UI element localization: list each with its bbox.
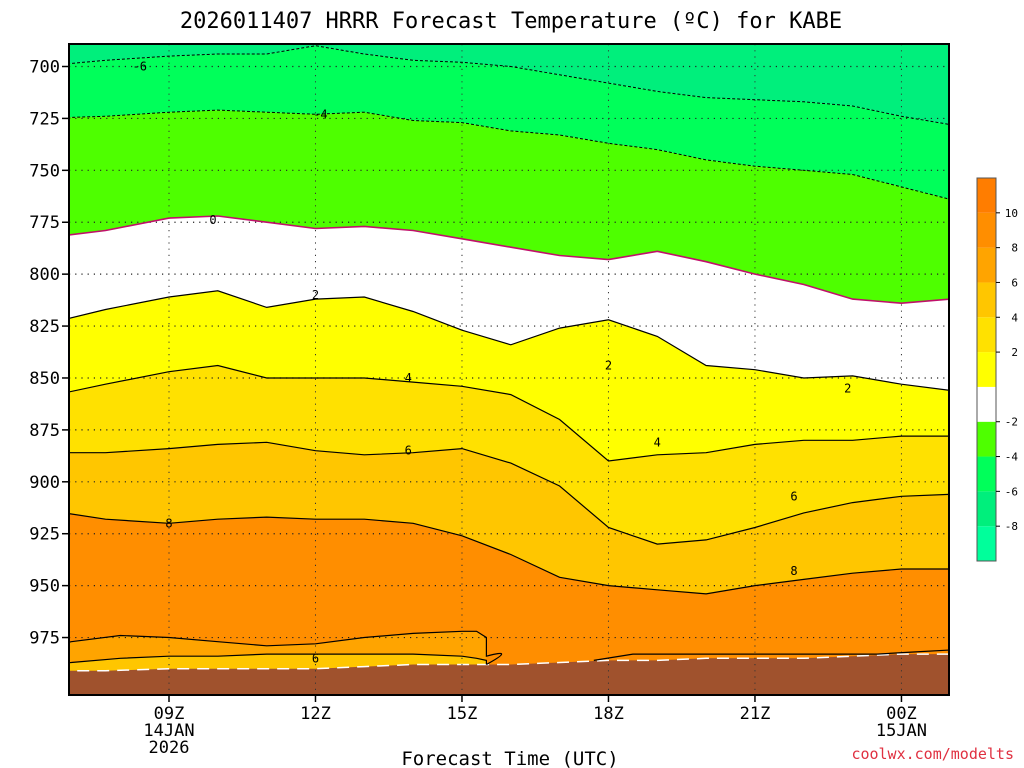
x-axis-title: Forecast Time (UTC) xyxy=(401,748,618,768)
contour-line xyxy=(69,653,487,665)
colorbar-swatch xyxy=(977,178,996,213)
contour-label: 4 xyxy=(405,371,412,385)
colorbar-swatch xyxy=(977,386,996,422)
plot-area: -6 -4 0 2 4 6 8 6 2 2 4 6 8 xyxy=(69,44,949,695)
contour-line xyxy=(69,290,949,391)
x-tick-label: 2026 xyxy=(149,738,190,758)
colorbar-swatch xyxy=(977,526,996,561)
y-tick-label: 875 xyxy=(29,421,60,441)
colorbar-swatch xyxy=(977,491,996,527)
contour-line xyxy=(69,364,949,462)
contour-label: 8 xyxy=(165,516,172,530)
y-tick-label: 975 xyxy=(29,629,60,649)
y-tick-label: 700 xyxy=(29,58,60,78)
colorbar-swatch xyxy=(977,317,996,353)
ground-layer xyxy=(69,653,949,695)
colorbar-swatch xyxy=(977,212,996,248)
colorbar-swatch xyxy=(977,421,996,457)
contour-labels: -6 -4 0 2 4 6 8 6 2 2 4 6 8 xyxy=(132,60,851,666)
contour-label: 6 xyxy=(312,651,319,665)
y-tick-label: 850 xyxy=(29,369,60,389)
colorbar-frame xyxy=(976,177,997,562)
x-tick-label: 14JAN xyxy=(143,721,194,741)
x-tick-label: 18Z xyxy=(593,704,624,724)
contour-line xyxy=(593,649,949,661)
ground-edge xyxy=(69,653,949,672)
colorbar-label: -4 xyxy=(1005,451,1019,464)
plot-frame xyxy=(68,43,950,696)
contour-label: 4 xyxy=(654,435,661,449)
y-tick-label: 900 xyxy=(29,473,60,493)
colorbar-label: -6 xyxy=(1005,485,1018,498)
temperature-band xyxy=(69,110,949,304)
credit-text: coolwx.com/modelts xyxy=(851,745,1014,763)
y-tick-label: 925 xyxy=(29,525,60,545)
temperature-band xyxy=(69,365,949,545)
contour-label: 2 xyxy=(844,381,851,395)
x-tick-label: 21Z xyxy=(740,704,771,724)
contour-line xyxy=(69,441,949,545)
contour-label: 2 xyxy=(605,359,612,373)
contour-lines xyxy=(69,45,949,666)
x-tick-label: 15Z xyxy=(447,704,478,724)
colorbar-label: -2 xyxy=(1005,416,1018,429)
x-tick-label: 09Z xyxy=(154,704,185,724)
y-tick-label: 750 xyxy=(29,161,60,181)
contour-line xyxy=(69,45,949,125)
y-tick-label: 800 xyxy=(29,265,60,285)
y-tick-label: 775 xyxy=(29,213,60,233)
contour-line xyxy=(69,630,503,666)
temperature-band xyxy=(69,216,949,391)
colorbar-label: 8 xyxy=(1011,242,1018,255)
x-tick-label: 00Z xyxy=(886,704,917,724)
ground-fill xyxy=(69,654,949,695)
y-tick-label: 950 xyxy=(29,577,60,597)
y-axis-ticks: 700 725 750 775 800 825 850 875 900 925 950 975 xyxy=(29,58,69,649)
colorbar-label: 6 xyxy=(1011,276,1018,289)
contour-label: 8 xyxy=(790,564,797,578)
y-tick-label: 725 xyxy=(29,109,60,129)
contour-label: 0 xyxy=(209,213,216,227)
temperature-bands xyxy=(69,44,949,695)
temperature-band xyxy=(69,290,949,461)
temperature-band xyxy=(69,442,949,594)
colorbar: -8 -6 -4 -2 2 4 6 8 10 xyxy=(976,177,1019,562)
contour-label: 2 xyxy=(312,288,319,302)
y-tick-label: 825 xyxy=(29,317,60,337)
colorbar-label: 4 xyxy=(1011,311,1018,324)
x-tick-label: 12Z xyxy=(300,704,331,724)
colorbar-label: 10 xyxy=(1005,207,1018,220)
colorbar-swatch xyxy=(977,247,996,283)
contour-label: 6 xyxy=(405,444,412,458)
contour-label: 6 xyxy=(790,489,797,503)
x-tick-label: 15JAN xyxy=(876,721,927,741)
contour-line xyxy=(69,513,949,595)
colorbar-swatch xyxy=(977,282,996,318)
colorbar-swatch xyxy=(977,352,996,387)
colorbar-swatch xyxy=(977,456,996,492)
contour-line xyxy=(69,215,949,305)
contour-line xyxy=(69,109,949,200)
colorbar-label: 2 xyxy=(1011,346,1018,359)
temperature-band xyxy=(69,44,949,125)
temperature-band xyxy=(69,45,949,200)
contour-label: -6 xyxy=(132,60,146,74)
chart-title: 2026011407 HRRR Forecast Temperature (ºC… xyxy=(180,9,842,34)
colorbar-label: -8 xyxy=(1005,520,1018,533)
contour-label: -4 xyxy=(313,107,327,121)
